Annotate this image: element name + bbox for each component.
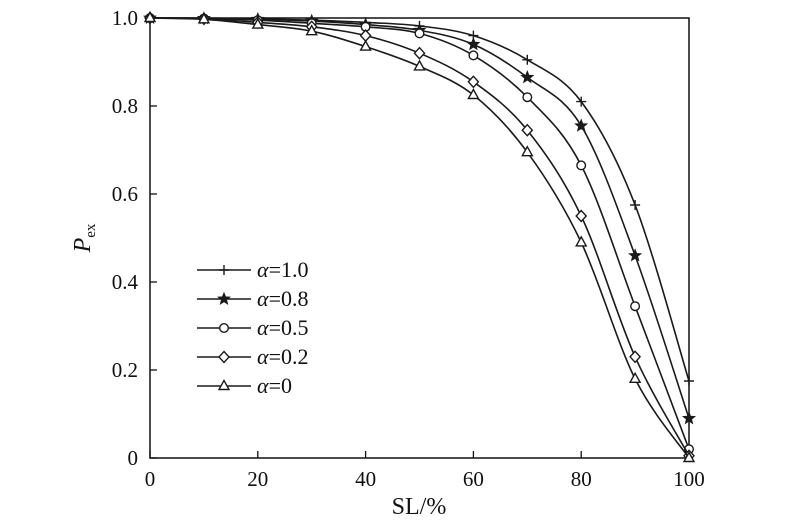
legend-item: α=0 [197, 373, 292, 398]
legend-label-value: =0.2 [269, 344, 309, 369]
data-point-triangle [359, 39, 372, 51]
y-axis-label-main: P [70, 237, 96, 253]
data-point-plus [630, 200, 641, 210]
legend-label: α=0.5 [257, 315, 308, 340]
x-tick-label: 0 [145, 467, 156, 491]
legend-label-value: =0 [269, 373, 292, 398]
data-point-circle [414, 28, 425, 39]
legend-item: α=0.5 [197, 315, 308, 340]
data-point-circle [522, 92, 533, 103]
data-point-triangle [305, 24, 318, 36]
data-point-triangle [413, 59, 426, 71]
data-point-diamond [467, 75, 480, 89]
x-tick-label: 80 [571, 467, 592, 491]
legend-marker-diamond [218, 350, 230, 364]
series-line [149, 17, 690, 450]
x-tick-label: 60 [463, 467, 484, 491]
legend-label: α=0 [257, 373, 292, 398]
legend-label-greek: α [257, 315, 269, 340]
data-point-star [681, 411, 697, 425]
legend-label-greek: α [257, 286, 269, 311]
data-point-plus [522, 54, 533, 65]
x-tick-label: 20 [247, 467, 268, 491]
legend-label-value: =0.8 [269, 286, 309, 311]
data-point-triangle [467, 88, 480, 100]
data-point-diamond [521, 123, 534, 137]
data-point-triangle [251, 17, 264, 29]
legend-label-greek: α [257, 344, 269, 369]
legend-label: α=1.0 [257, 257, 308, 282]
legend-item: α=0.8 [197, 286, 308, 311]
series-line [149, 17, 690, 419]
series-line [149, 17, 690, 457]
data-point-circle [630, 301, 641, 312]
plot-frame-top-right [150, 17, 690, 458]
legend-marker-star [216, 291, 232, 305]
legend-marker-triangle [217, 379, 231, 391]
series-line [149, 17, 690, 382]
chart-legend: α=1.0α=0.8α=0.5α=0.2α=0 [197, 257, 308, 398]
data-point-triangle [143, 11, 157, 23]
data-point-diamond [359, 29, 372, 43]
series-diamond [144, 11, 695, 463]
series-triangle [143, 11, 696, 463]
y-tick-label: 0 [128, 446, 139, 470]
data-point-triangle [521, 145, 534, 157]
legend-label-greek: α [257, 373, 269, 398]
y-tick-label: 0.6 [112, 182, 138, 206]
y-tick-label: 0.4 [112, 270, 139, 294]
legend-marker-circle [218, 323, 229, 334]
data-point-star [520, 70, 535, 84]
data-point-triangle [197, 12, 211, 24]
series-star [142, 10, 697, 425]
y-tick-label: 0.2 [112, 358, 138, 382]
data-point-triangle [682, 451, 696, 463]
data-point-star [574, 118, 589, 132]
legend-label: α=0.2 [257, 344, 308, 369]
data-point-circle [576, 160, 587, 171]
x-axis-label: SL/% [392, 494, 447, 520]
legend-marker-plus [219, 265, 229, 275]
series-line [149, 17, 690, 459]
legend-label-value: =1.0 [269, 257, 309, 282]
chart-axes [149, 17, 690, 459]
plot-frame [149, 18, 689, 459]
series-layer [142, 10, 697, 463]
x-tick-label: 40 [355, 467, 376, 491]
y-axis-label: Pex [70, 223, 99, 253]
legend-label-greek: α [257, 257, 269, 282]
legend-label-value: =0.5 [269, 315, 309, 340]
data-point-circle [468, 50, 479, 61]
y-axis-label-text: Pex [70, 223, 99, 253]
legend-label: α=0.8 [257, 286, 308, 311]
data-point-triangle [628, 371, 642, 383]
x-tick-label: 100 [673, 467, 705, 491]
data-point-diamond [575, 209, 588, 223]
data-point-diamond [413, 46, 426, 60]
y-axis-label-sub: ex [83, 223, 99, 238]
legend-item: α=1.0 [197, 257, 308, 282]
data-point-star [466, 37, 481, 51]
axis-ticks: 0 20 40 60 80 100 0 0.2 0.4 0.6 0.8 1.0 [112, 6, 705, 491]
data-point-triangle [575, 235, 588, 247]
data-point-diamond [629, 350, 642, 364]
data-point-plus [576, 96, 587, 107]
data-point-star [628, 248, 643, 262]
data-point-plus [684, 376, 694, 386]
y-tick-label: 1.0 [112, 6, 138, 30]
legend-item: α=0.2 [197, 344, 308, 369]
y-tick-label: 0.8 [112, 94, 138, 118]
